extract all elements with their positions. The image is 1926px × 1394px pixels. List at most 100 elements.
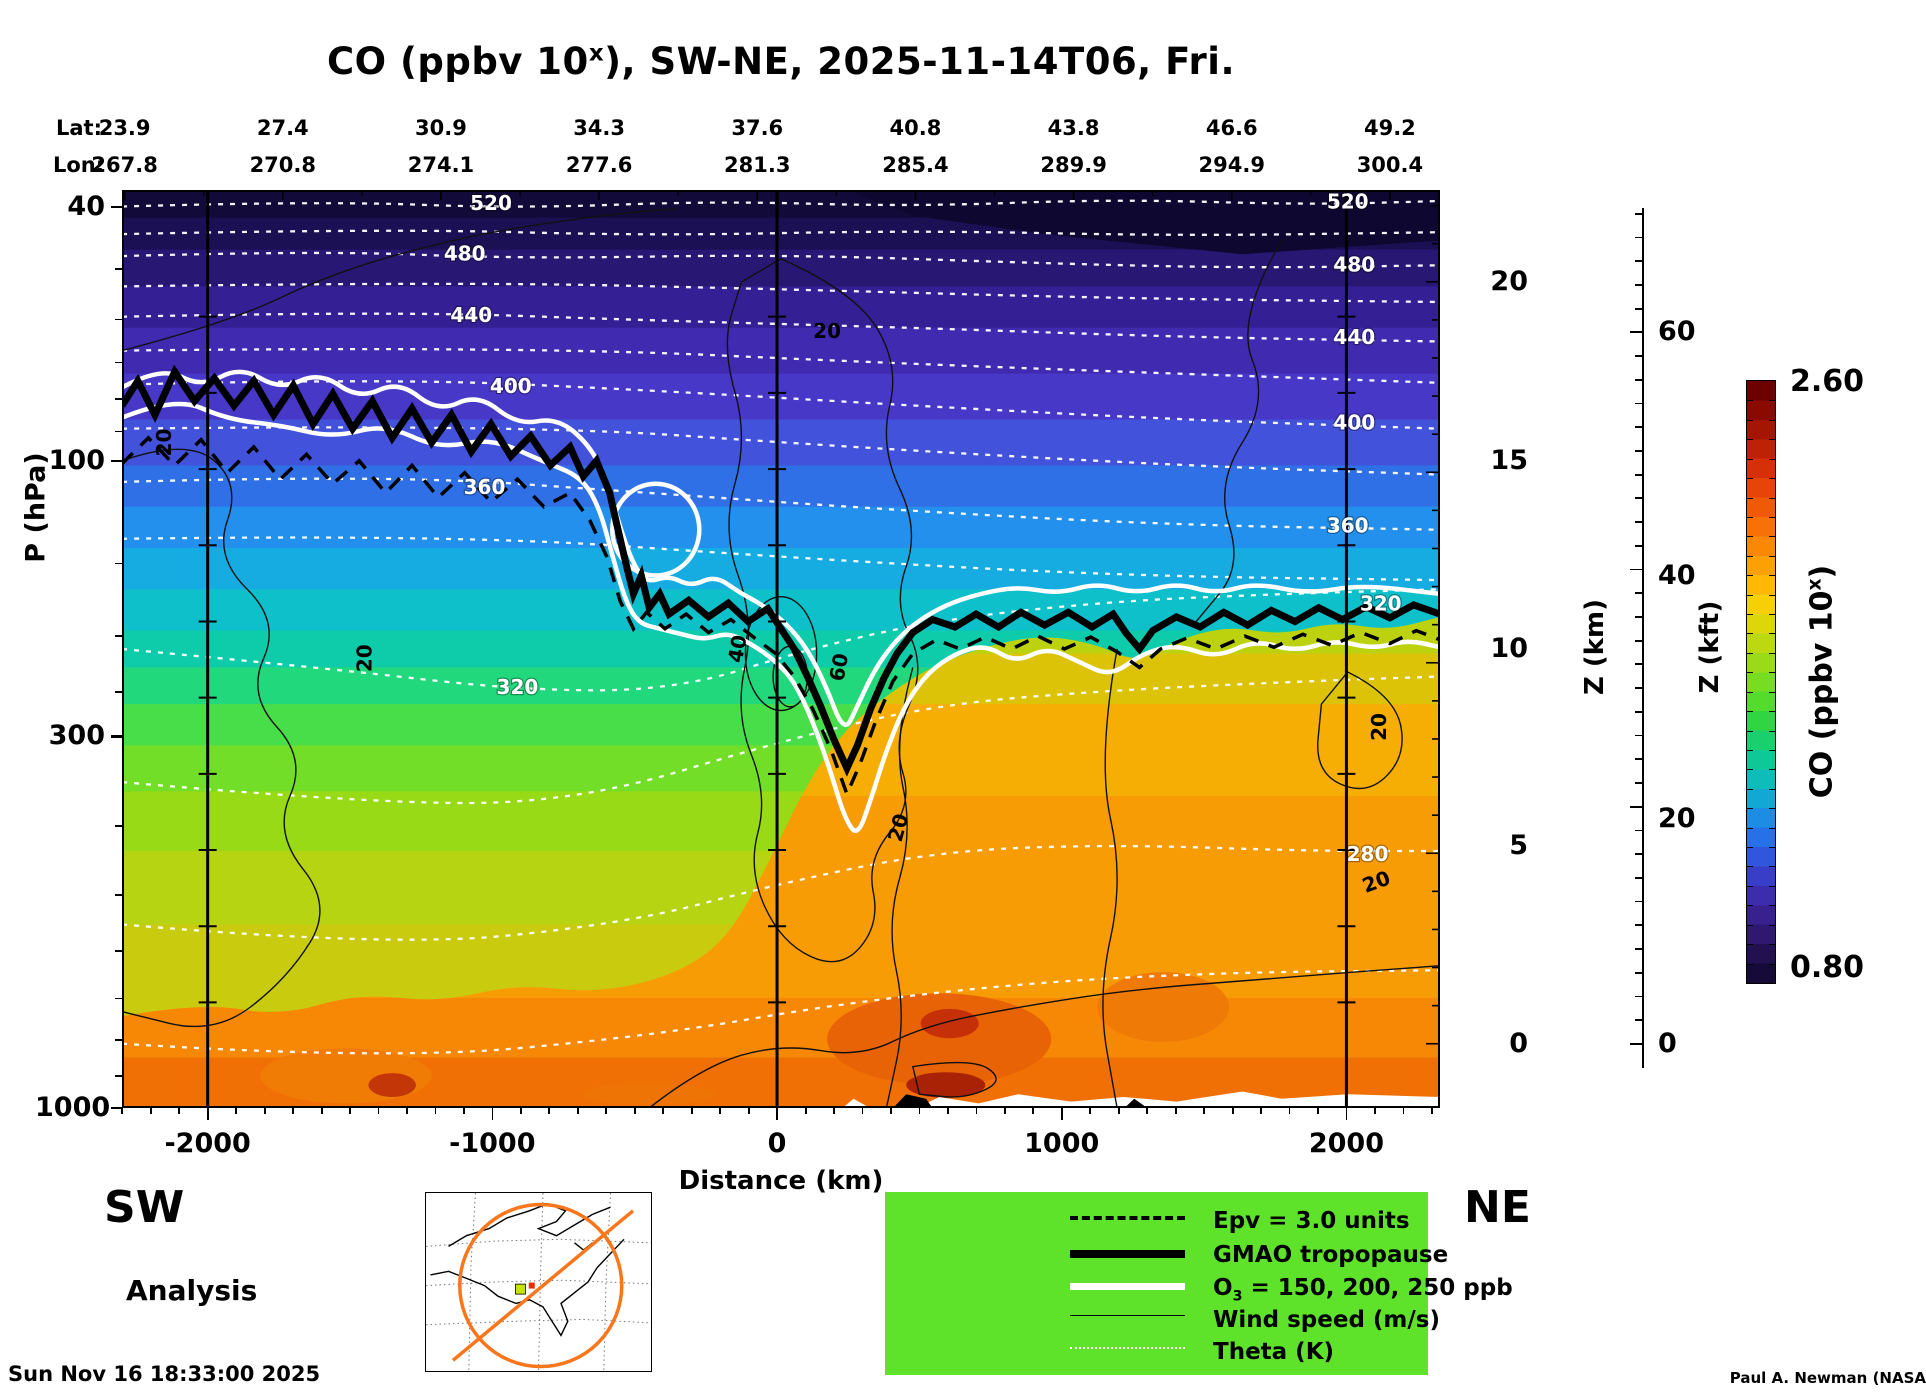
colorbar-tick bbox=[1747, 478, 1753, 480]
lat-row-label: Lat: bbox=[56, 116, 102, 140]
creation-timestamp: Sun Nov 16 18:33:00 2025 bbox=[8, 1362, 321, 1386]
theta-label: 400 bbox=[490, 374, 532, 398]
colorbar-tick bbox=[1769, 555, 1775, 557]
colorbar-tick bbox=[1747, 497, 1753, 499]
colorbar-title-suffix: ) bbox=[1804, 564, 1840, 579]
colorbar-tick bbox=[1747, 419, 1753, 421]
distance-axis-title: Distance (km) bbox=[678, 1166, 884, 1196]
colorbar-tick bbox=[1747, 963, 1753, 965]
terrain-mark bbox=[1126, 1098, 1145, 1107]
wind-speed-contours bbox=[122, 207, 1440, 1108]
kft-tick bbox=[1635, 924, 1642, 927]
distance-tick bbox=[804, 1108, 807, 1114]
wind-speed-label: 20 bbox=[352, 644, 376, 672]
map-graticule bbox=[426, 1238, 651, 1247]
distance-tick bbox=[861, 1108, 864, 1114]
theta-label: 360 bbox=[464, 475, 506, 499]
colorbar-tick bbox=[1747, 652, 1753, 654]
pressure-major-tick bbox=[111, 459, 122, 463]
colorbar-tick bbox=[1769, 730, 1775, 732]
kft-tick bbox=[1635, 876, 1642, 879]
pressure-minor-tick bbox=[115, 635, 122, 637]
colorbar-tick bbox=[1769, 691, 1775, 693]
pressure-minor-tick bbox=[115, 398, 122, 400]
colorbar-tick bbox=[1747, 691, 1753, 693]
colorbar-tick bbox=[1747, 885, 1753, 887]
colorbar-tick bbox=[1747, 614, 1753, 616]
map-graticule bbox=[468, 1193, 476, 1371]
kft-tick bbox=[1635, 616, 1642, 618]
colorbar-tick bbox=[1769, 711, 1775, 713]
gmao-tropopause-line bbox=[122, 364, 1440, 777]
distance-tick bbox=[719, 1108, 722, 1114]
distance-tick bbox=[947, 1108, 949, 1114]
colorbar-tick bbox=[1769, 749, 1775, 751]
kft-tick bbox=[1635, 426, 1642, 429]
pressure-minor-tick bbox=[115, 997, 122, 1000]
colorbar-tick bbox=[1769, 944, 1775, 946]
lat-value: 46.6 bbox=[1205, 116, 1258, 140]
kft-tick bbox=[1635, 284, 1642, 286]
distance-tick bbox=[406, 1108, 408, 1114]
colorbar-tick bbox=[1769, 497, 1775, 499]
colorbar-tick bbox=[1769, 516, 1775, 518]
kft-tick bbox=[1635, 758, 1642, 761]
lon-value: 270.8 bbox=[249, 153, 316, 177]
kft-tick bbox=[1635, 829, 1642, 832]
kft-tick bbox=[1635, 710, 1642, 713]
legend-sample-thick bbox=[1070, 1250, 1185, 1258]
kft-tick bbox=[1635, 948, 1642, 950]
distance-tick bbox=[833, 1108, 835, 1114]
pressure-minor-tick bbox=[115, 894, 122, 896]
distance-tick bbox=[747, 1108, 750, 1114]
kft-tick bbox=[1635, 355, 1642, 357]
colorbar-tick bbox=[1747, 769, 1753, 771]
pressure-minor-tick bbox=[115, 318, 122, 321]
colorbar-tick bbox=[1769, 847, 1775, 849]
distance-tick bbox=[1089, 1108, 1092, 1114]
distance-tick bbox=[1060, 1108, 1063, 1120]
colorbar-tick bbox=[1747, 944, 1753, 946]
pressure-minor-tick bbox=[115, 268, 122, 270]
terrain-mark bbox=[893, 1094, 933, 1108]
colorbar-tick bbox=[1747, 633, 1753, 635]
map-station-marker bbox=[515, 1283, 526, 1295]
distance-tick bbox=[434, 1108, 437, 1114]
colorbar-tick bbox=[1747, 672, 1753, 674]
kft-tick bbox=[1635, 592, 1642, 595]
cross-section-plot: 520 520 480 480 440 440 400 400 360 360 320 320 280 2… bbox=[122, 190, 1440, 1108]
colorbar-tick bbox=[1769, 788, 1775, 790]
kft-tick bbox=[1630, 1042, 1642, 1045]
colorbar-title: CO (ppbv 10x) bbox=[1805, 532, 1840, 832]
colorbar-tick bbox=[1747, 749, 1753, 751]
colorbar-tick bbox=[1769, 672, 1775, 674]
dark-stratosphere-blob bbox=[846, 190, 1440, 255]
kft-tick bbox=[1635, 236, 1642, 239]
distance-tick bbox=[975, 1108, 978, 1114]
lon-value: 277.6 bbox=[565, 153, 633, 177]
distance-tick bbox=[1317, 1108, 1319, 1114]
altitude-km-tick-label: 20 bbox=[1490, 265, 1528, 297]
kft-tick bbox=[1635, 544, 1642, 547]
colorbar-title-text: CO (ppbv 10 bbox=[1804, 590, 1840, 799]
distance-tick bbox=[690, 1108, 693, 1114]
kft-tick bbox=[1635, 307, 1642, 310]
colorbar-tick bbox=[1747, 439, 1753, 441]
distance-tick bbox=[1117, 1108, 1120, 1114]
pressure-minor-tick bbox=[115, 430, 122, 433]
wind-speed-label: 20 bbox=[1367, 713, 1391, 741]
ne-endpoint-label: NE bbox=[1464, 1182, 1531, 1233]
distance-tick bbox=[1402, 1108, 1405, 1114]
distance-tick bbox=[633, 1108, 636, 1114]
theta-label: 400 bbox=[1333, 411, 1375, 435]
pressure-tick-label: 300 bbox=[48, 720, 105, 752]
kft-tick bbox=[1635, 663, 1642, 666]
colorbar-tick bbox=[1769, 652, 1775, 654]
pressure-minor-tick bbox=[115, 1074, 122, 1077]
kft-tick bbox=[1635, 521, 1642, 523]
colorbar-tick bbox=[1769, 769, 1775, 771]
pressure-axis-title: P (hPa) bbox=[20, 452, 52, 563]
kft-tick bbox=[1635, 1019, 1642, 1022]
lat-value: 49.2 bbox=[1363, 116, 1416, 140]
